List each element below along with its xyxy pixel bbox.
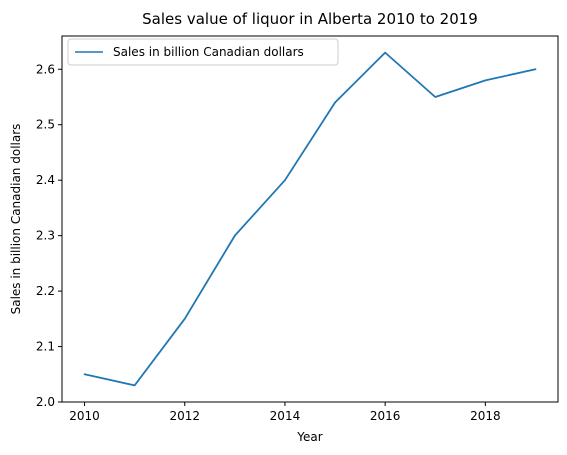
chart-title: Sales value of liquor in Alberta 2010 to… (142, 10, 478, 28)
series-layer (83, 51, 537, 387)
x-axis-ticks: 2010 2012 2014 2016 2018 (69, 402, 501, 423)
legend-box (67, 38, 339, 66)
y-tick-label: 2.1 (36, 340, 55, 354)
x-tick-label: 2014 (270, 409, 301, 423)
y-tick-label: 2.0 (36, 395, 55, 409)
x-tick-label: 2016 (370, 409, 401, 423)
x-tick-label: 2012 (169, 409, 200, 423)
plot-area: 2.02.12.22.32.42.52.6 2010 2012 2014 2016 20… (36, 35, 559, 423)
y-tick-label: 2.3 (36, 229, 55, 243)
x-axis-title: Year (296, 430, 322, 444)
y-tick-label: 2.6 (36, 62, 55, 76)
series-line (83, 51, 537, 387)
y-axis-ticks: 2.0 2.1 2.2 2.3 2.4 2.5 2.6 (36, 62, 62, 409)
y-tick-label: 2.5 (36, 118, 55, 132)
x-tick-label: 2018 (470, 409, 501, 423)
y-axis-title: Sales in billion Canadian dollars (9, 124, 23, 315)
x-tick-label: 2010 (69, 409, 100, 423)
legend-series-label: Sales in billion Canadian dollars (113, 45, 304, 59)
y-tick-label: 2.2 (36, 284, 55, 298)
y-tick-label: 2.4 (36, 173, 55, 187)
plot-frame (61, 35, 559, 403)
legend: Sales in billion Canadian dollars (67, 38, 339, 66)
